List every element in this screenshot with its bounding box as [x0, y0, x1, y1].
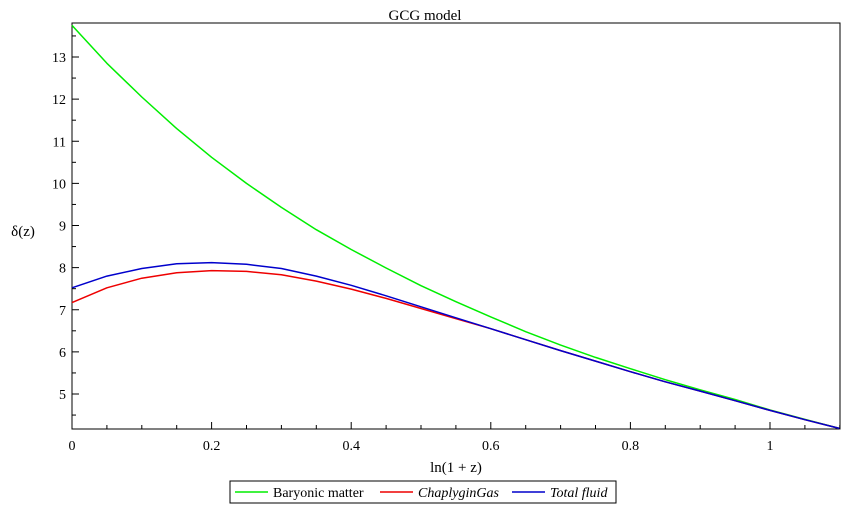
y-tick-label: 9 [59, 220, 66, 235]
y-tick-label: 6 [59, 346, 66, 361]
x-axis-label: ln(1 + z) [430, 460, 482, 476]
chart-title: GCG model [389, 8, 462, 24]
y-tick-label: 10 [52, 177, 66, 192]
legend: Baryonic matter ChaplyginGas Total fluid [229, 480, 617, 504]
y-tick-label: 13 [52, 51, 66, 66]
y-tick-label: 7 [59, 304, 66, 319]
x-tick-label: 0.2 [203, 439, 221, 454]
x-tick-label: 0 [69, 439, 76, 454]
legend-box [229, 480, 617, 504]
series-line-baryonic-matter [71, 24, 840, 430]
series-line-total-fluid [71, 261, 840, 430]
x-tick-label: 0.8 [622, 439, 640, 454]
y-axis: 5 6 7 8 9 10 11 12 13 [52, 35, 79, 416]
series-layer [71, 24, 840, 430]
x-tick-label: 0.4 [342, 439, 360, 454]
y-tick-label: 12 [52, 93, 66, 108]
y-tick-label: 5 [59, 388, 66, 403]
legend-label-total-fluid: Total fluid [550, 486, 608, 501]
y-tick-label: 8 [59, 262, 66, 277]
series-line-chaplygingas [71, 269, 840, 430]
x-tick-label: 0.6 [482, 439, 500, 454]
legend-label-baryonic-matter: Baryonic matter [273, 486, 364, 501]
legend-label-chaplygin-gas: ChaplyginGas [418, 486, 499, 501]
x-axis: 0 0.2 0.4 0.6 0.8 1 [69, 422, 841, 454]
y-tick-label: 11 [53, 135, 66, 150]
y-axis-label: δ(z) [11, 224, 35, 240]
x-tick-label: 1 [767, 439, 774, 454]
plot-area-frame [71, 22, 841, 430]
